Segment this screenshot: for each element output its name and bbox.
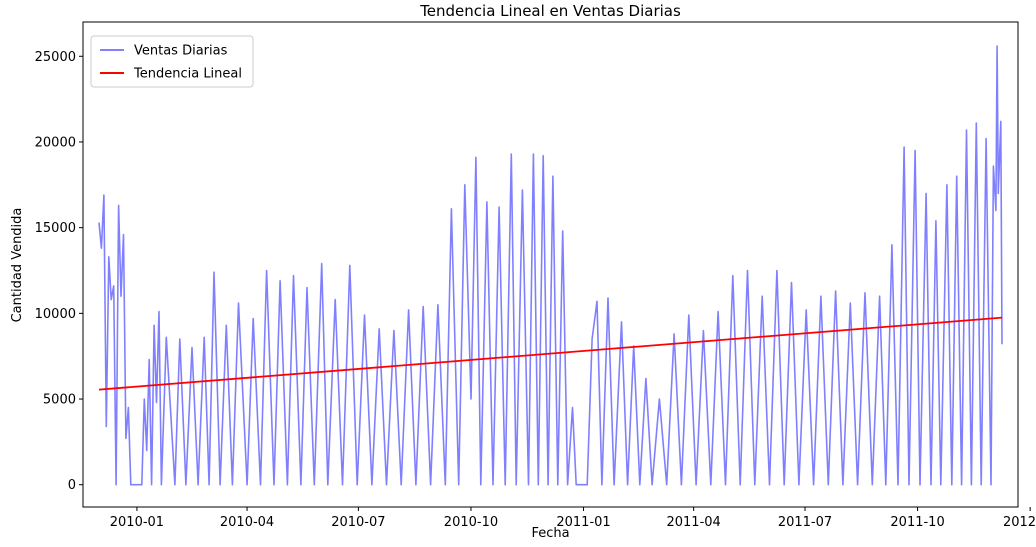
x-tick-label: 2011-10 xyxy=(890,515,944,530)
series-line-ventas-diarias xyxy=(98,45,1003,486)
chart-title: Tendencia Lineal en Ventas Diarias xyxy=(419,2,681,20)
y-tick-label: 5000 xyxy=(43,393,76,408)
x-tick-label: 2012-01 xyxy=(1003,515,1036,530)
y-axis-title: Cantidad Vendida xyxy=(10,208,25,323)
legend: Ventas Diarias Tendencia Lineal xyxy=(90,35,254,88)
x-tick-label: 2010-07 xyxy=(331,515,385,530)
y-tick-label: 20000 xyxy=(35,135,76,150)
x-tick-label: 2010-04 xyxy=(220,515,274,530)
x-tick-label: 2010-01 xyxy=(110,515,164,530)
y-tick-label: 25000 xyxy=(35,50,76,65)
plot-area xyxy=(82,21,1019,508)
legend-label-ventas: Ventas Diarias xyxy=(134,44,228,59)
legend-label-tendencia: Tendencia Lineal xyxy=(133,67,242,82)
series-line-tendencia-lineal xyxy=(98,316,1003,391)
x-tick-label: 2010-10 xyxy=(444,515,498,530)
legend-box xyxy=(90,35,254,88)
x-axis-title: Fecha xyxy=(531,526,569,541)
y-tick-label: 10000 xyxy=(35,307,76,322)
series-layer xyxy=(98,45,1003,486)
x-tick-label: 2011-04 xyxy=(666,515,720,530)
y-axis-ticks: 0 5000 10000 15000 20000 25000 xyxy=(35,50,83,493)
y-tick-label: 0 xyxy=(68,478,76,493)
x-tick-label: 2011-07 xyxy=(778,515,832,530)
x-axis-ticks: 2010-01 2010-04 2010-07 2010-10 2011-01 2011-… xyxy=(110,507,1036,530)
y-tick-label: 15000 xyxy=(35,221,76,236)
x-tick-label: 2011-01 xyxy=(556,515,610,530)
